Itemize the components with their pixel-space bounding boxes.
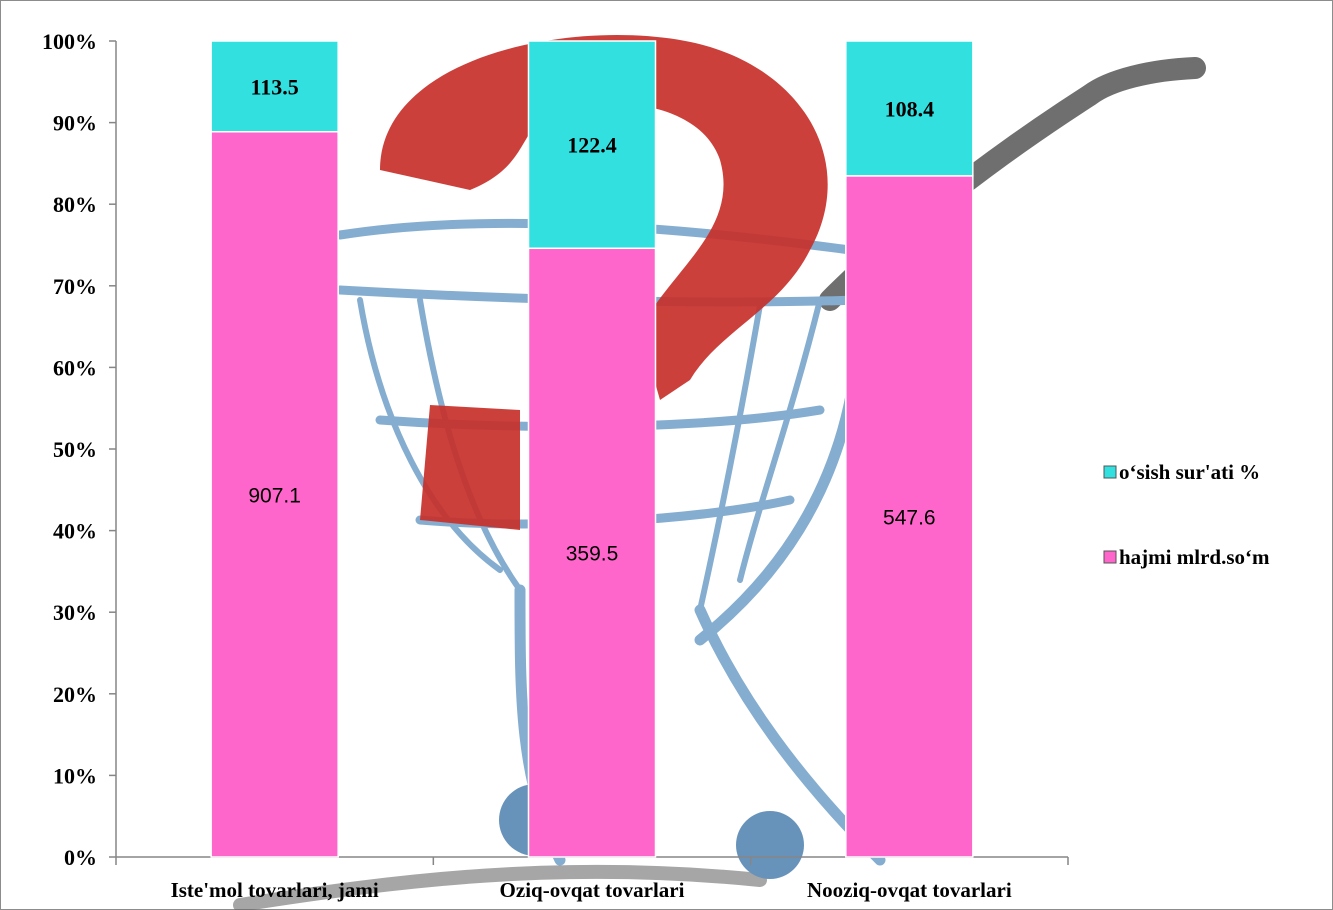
data-label-osish: 113.5 xyxy=(251,74,299,99)
data-label-hajmi: 907.1 xyxy=(248,484,301,507)
bar-segment-hajmi xyxy=(210,130,339,858)
data-label-osish: 122.4 xyxy=(567,133,617,158)
legend-label: hajmi mlrd.so‘m xyxy=(1119,545,1270,569)
data-labels: 907.1 113.5 359.5 122.4 547.6 108.4 xyxy=(248,74,935,565)
y-tick-label: 90% xyxy=(53,111,97,136)
x-category-label: Iste'mol tovarlari, jami xyxy=(171,878,379,902)
y-tick-label: 70% xyxy=(53,274,97,299)
data-label-hajmi: 547.6 xyxy=(883,506,936,529)
cart-illustration xyxy=(233,57,1206,910)
question-mark-illustration xyxy=(380,35,828,530)
cart-base-rail xyxy=(233,864,767,910)
y-tick-label: 40% xyxy=(53,519,97,544)
shopping-cart-background-image xyxy=(233,35,1206,910)
axes: 0% 10% 20% 30% 40% 50% 60% 70% 80% 90% 100% Iste'mo… xyxy=(42,29,1069,902)
y-tick-label: 30% xyxy=(53,600,97,625)
bar-segment-osish xyxy=(210,40,339,133)
y-tick-label: 0% xyxy=(64,845,97,870)
x-category-label: Nooziq-ovqat tovarlari xyxy=(807,878,1012,902)
legend-swatch xyxy=(1103,465,1117,479)
legend-swatch xyxy=(1103,550,1117,564)
question-mark-dot xyxy=(420,405,520,530)
y-tick-label: 80% xyxy=(53,192,97,217)
question-mark-curve xyxy=(380,35,828,400)
y-tick-label: 100% xyxy=(42,29,97,54)
bar-segment-osish xyxy=(845,40,974,177)
bar-segment-hajmi xyxy=(845,175,974,858)
legend: o‘sish sur'ati % hajmi mlrd.so‘m xyxy=(1103,460,1270,569)
y-tick-label: 10% xyxy=(53,763,97,788)
x-category-label: Oziq-ovqat tovarlari xyxy=(500,878,685,902)
y-tick-label: 20% xyxy=(53,682,97,707)
cart-wheel-right xyxy=(736,811,804,879)
y-tick-label: 50% xyxy=(53,437,97,462)
legend-label: o‘sish sur'ati % xyxy=(1119,460,1260,484)
y-tick-label: 60% xyxy=(53,355,97,380)
bar-segment-hajmi xyxy=(527,247,657,858)
bars xyxy=(210,40,974,858)
bar-segment-osish xyxy=(527,40,657,250)
data-label-osish: 108.4 xyxy=(885,96,935,121)
data-label-hajmi: 359.5 xyxy=(566,543,619,566)
